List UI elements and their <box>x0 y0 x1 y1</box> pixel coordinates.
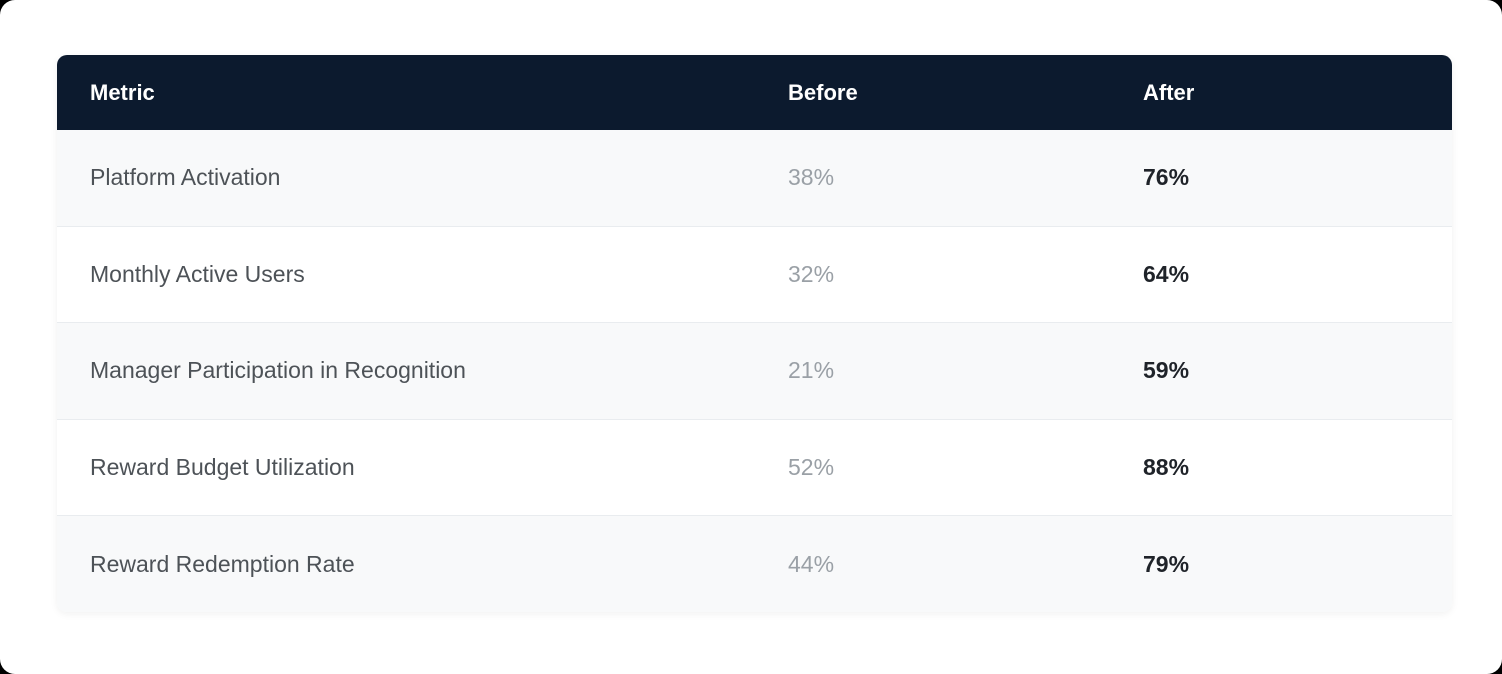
column-header-before: Before <box>755 55 1110 130</box>
metric-cell: Platform Activation <box>57 130 755 226</box>
before-value-cell: 38% <box>755 130 1110 226</box>
metric-cell: Manager Participation in Recognition <box>57 322 755 419</box>
column-header-after: After <box>1110 55 1452 130</box>
before-value-cell: 32% <box>755 225 1110 323</box>
metric-cell: Reward Redemption Rate <box>57 515 755 612</box>
table-row: Monthly Active Users 32% 64% <box>57 225 1452 323</box>
after-value-cell: 79% <box>1110 515 1452 612</box>
table-row: Reward Budget Utilization 52% 88% <box>57 418 1452 516</box>
before-value-cell: 21% <box>755 322 1110 419</box>
after-value-cell: 88% <box>1110 418 1452 516</box>
table-row: Reward Redemption Rate 44% 79% <box>57 515 1452 612</box>
before-after-metrics-table: Metric Before After Platform Activation … <box>57 55 1452 612</box>
table-row: Platform Activation 38% 76% <box>57 130 1452 226</box>
table-header-row: Metric Before After <box>57 55 1452 130</box>
before-value-cell: 44% <box>755 515 1110 612</box>
metric-cell: Reward Budget Utilization <box>57 418 755 516</box>
after-value-cell: 76% <box>1110 130 1452 226</box>
after-value-cell: 59% <box>1110 322 1452 419</box>
before-value-cell: 52% <box>755 418 1110 516</box>
table-row: Manager Participation in Recognition 21%… <box>57 322 1452 419</box>
column-header-metric: Metric <box>57 55 755 130</box>
after-value-cell: 64% <box>1110 225 1452 323</box>
metric-cell: Monthly Active Users <box>57 225 755 323</box>
